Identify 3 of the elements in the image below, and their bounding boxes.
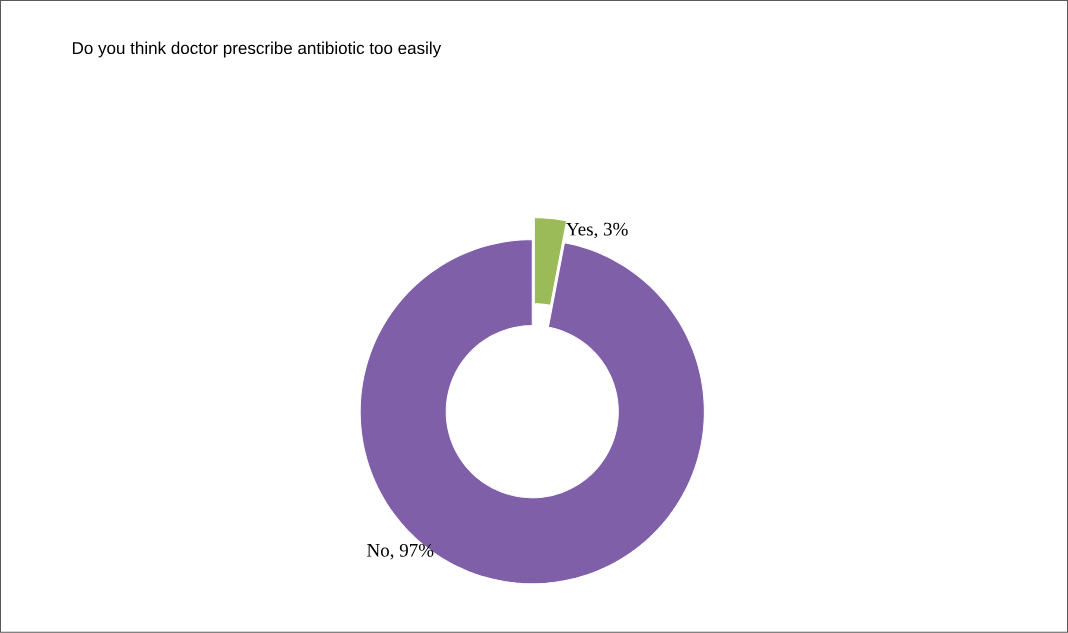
- slice-label: No, 97%: [367, 543, 434, 560]
- slice-label: Yes, 3%: [566, 222, 628, 239]
- chart-title: Do you think doctor prescribe antibiotic too easily: [72, 41, 442, 58]
